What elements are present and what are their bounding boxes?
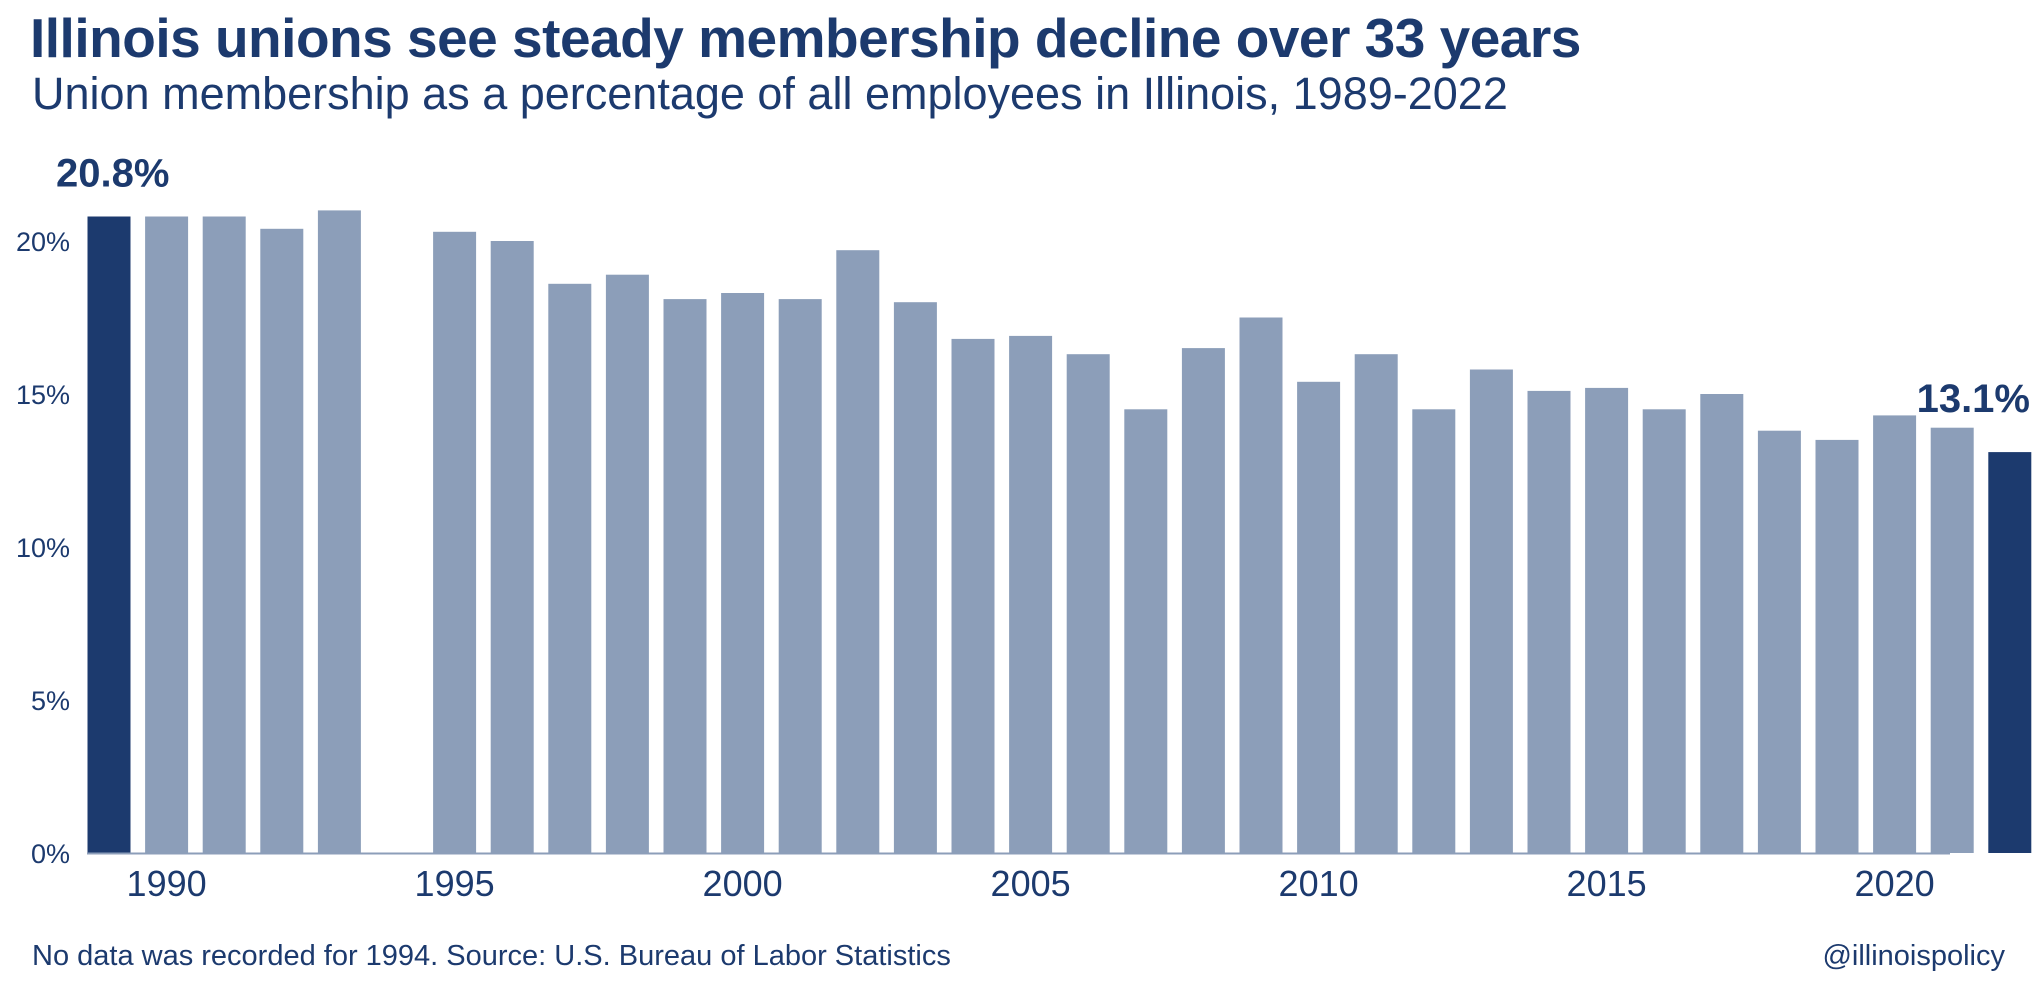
bar-2012 [1412, 409, 1456, 853]
bar-1989 [87, 216, 131, 853]
bar-1990 [145, 216, 189, 853]
value-annotation-2022: 13.1% [1917, 377, 2030, 421]
bar-2016 [1642, 409, 1686, 853]
y-tick-label: 20% [16, 227, 70, 257]
bar-2018 [1757, 430, 1801, 853]
bar-2014 [1527, 390, 1571, 853]
bar-1995 [433, 231, 477, 854]
bar-1992 [260, 228, 304, 854]
social-handle: @illinoispolicy [1822, 940, 2005, 972]
bar-2003 [893, 302, 937, 853]
x-tick-label: 1990 [127, 863, 207, 904]
bar-2002 [836, 250, 880, 853]
bar-1991 [202, 216, 246, 853]
value-annotation-1989: 20.8% [56, 152, 169, 196]
bar-2006 [1066, 354, 1110, 853]
x-tick-label: 2015 [1567, 863, 1647, 904]
x-tick-label: 2010 [1279, 863, 1359, 904]
bar-2019 [1815, 439, 1859, 853]
bar-2007 [1124, 409, 1168, 853]
y-tick-label: 10% [16, 533, 70, 563]
bar-2022 [1988, 452, 2032, 853]
bar-2021 [1930, 427, 1974, 853]
bar-1997 [548, 283, 592, 853]
bar-2008 [1181, 348, 1225, 853]
x-tick-label: 2000 [703, 863, 783, 904]
bar-2011 [1354, 354, 1398, 853]
chart-title: Illinois unions see steady membership de… [30, 7, 1581, 69]
bar-1996 [490, 241, 534, 853]
bar-1993 [317, 210, 361, 853]
y-tick-label: 15% [16, 380, 70, 410]
x-tick-label: 1995 [415, 863, 495, 904]
bar-2020 [1873, 415, 1917, 853]
bar-1999 [663, 299, 707, 854]
source-note: No data was recorded for 1994. Source: U… [32, 940, 951, 972]
bar-2005 [1009, 335, 1053, 853]
bar-2001 [778, 299, 822, 854]
bar-2017 [1700, 394, 1744, 853]
chart-subtitle: Union membership as a percentage of all … [32, 68, 1508, 119]
bar-2004 [951, 338, 995, 853]
y-tick-label: 0% [31, 839, 70, 869]
y-tick-label: 5% [31, 686, 70, 716]
bar-1998 [605, 274, 649, 853]
x-tick-label: 2005 [991, 863, 1071, 904]
bar-2015 [1585, 387, 1629, 853]
bar-2009 [1239, 317, 1283, 853]
bar-2010 [1297, 381, 1341, 853]
bar-2000 [721, 293, 765, 853]
x-tick-label: 2020 [1855, 863, 1935, 904]
bar-2013 [1469, 369, 1513, 853]
